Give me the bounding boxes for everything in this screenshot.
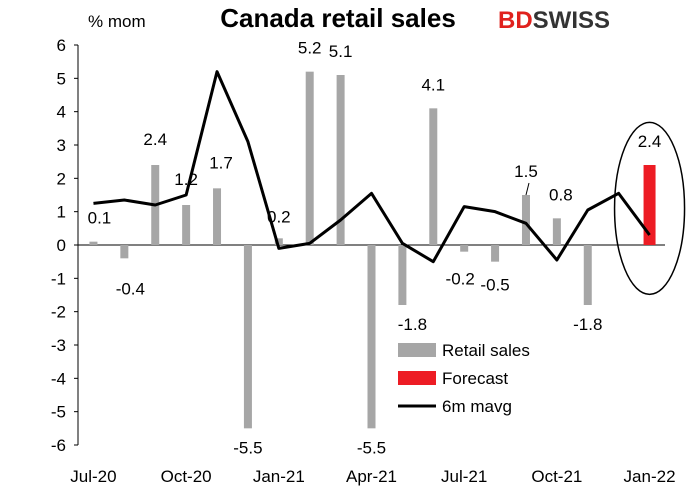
data-label: 1.2 (174, 170, 198, 189)
leader-line (525, 182, 530, 196)
x-tick-label: Apr-21 (346, 467, 397, 486)
forecast-ellipse (613, 121, 686, 296)
y-axis-unit: % mom (88, 12, 146, 31)
retail-sales-bar (521, 195, 530, 245)
data-label: -0.2 (446, 270, 475, 289)
retail-sales-bar (120, 245, 129, 259)
x-tick-label: Oct-20 (161, 467, 212, 486)
y-tick-label: 0 (57, 236, 66, 255)
retail-sales-bar (583, 245, 592, 305)
retail-sales-bar (89, 241, 98, 245)
data-label: 1.5 (514, 162, 538, 181)
retail-sales-bar (336, 75, 345, 245)
legend-mavg-label: 6m mavg (442, 397, 512, 416)
data-label: -0.4 (116, 279, 145, 298)
retail-sales-bar (398, 245, 407, 305)
y-tick-label: 1 (57, 203, 66, 222)
legend-retail-sales-swatch (398, 343, 436, 357)
data-label: -0.5 (480, 276, 509, 295)
y-tick-label: -6 (51, 436, 66, 455)
y-tick-label: 6 (57, 36, 66, 55)
data-label: -1.8 (398, 315, 427, 334)
data-label: 2.4 (143, 130, 167, 149)
data-label: 0.2 (267, 207, 291, 226)
y-tick-label: -4 (51, 369, 66, 388)
y-tick-label: 5 (57, 69, 66, 88)
data-label: 0.1 (88, 209, 112, 228)
x-tick-label: Jul-20 (70, 467, 116, 486)
retail-sales-bar (274, 238, 283, 245)
chart-title: Canada retail sales (220, 3, 456, 33)
data-label: 2.4 (638, 132, 662, 151)
x-tick-label: Jan-21 (253, 467, 305, 486)
forecast-bar (643, 165, 656, 245)
legend-forecast-label: Forecast (442, 369, 508, 388)
data-label: 0.8 (549, 185, 573, 204)
retail-sales-bar (429, 108, 438, 245)
x-tick-label: Jan-22 (624, 467, 676, 486)
retail-sales-bar (552, 218, 561, 245)
retail-sales-bar (491, 245, 500, 262)
retail-sales-bar (305, 71, 314, 246)
retail-sales-bar (460, 245, 469, 252)
data-label: -1.8 (573, 315, 602, 334)
svg-text:BDSWISS: BDSWISS (498, 7, 610, 34)
y-tick-label: 3 (57, 136, 66, 155)
mavg-line (93, 70, 651, 264)
data-label: -5.5 (357, 438, 386, 457)
data-label: 1.7 (209, 153, 233, 172)
retail-sales-bar (367, 245, 376, 429)
legend-forecast-swatch (398, 371, 436, 385)
y-tick-label: -3 (51, 336, 66, 355)
data-label: 5.1 (329, 42, 353, 61)
retail-sales-bar (182, 205, 191, 245)
data-label: -5.5 (233, 438, 262, 457)
data-label: 4.1 (421, 75, 445, 94)
y-tick-label: 2 (57, 169, 66, 188)
data-label: 5.2 (298, 39, 322, 58)
x-tick-label: Jul-21 (441, 467, 487, 486)
retail-sales-bar (243, 245, 252, 429)
y-tick-label: -5 (51, 403, 66, 422)
y-tick-label: 4 (57, 103, 66, 122)
legend-retail-sales-label: Retail sales (442, 341, 530, 360)
logo-swiss: SWISS (533, 7, 610, 34)
logo-bd: BD (498, 7, 533, 34)
bdswiss-logo: BDSWISS (498, 7, 610, 34)
y-tick-label: -1 (51, 269, 66, 288)
y-tick-label: -2 (51, 303, 66, 322)
retail-sales-bar (213, 188, 222, 245)
x-tick-label: Oct-21 (531, 467, 582, 486)
